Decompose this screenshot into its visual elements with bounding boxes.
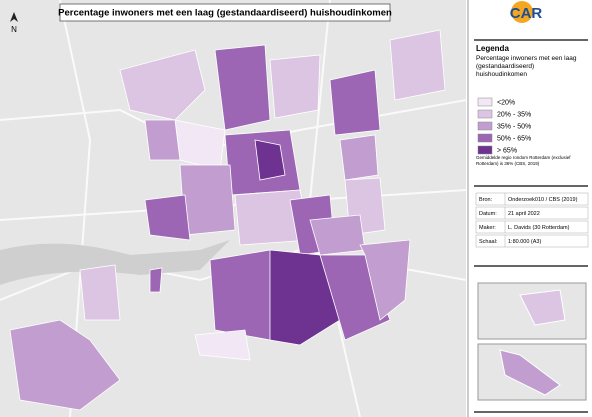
legend-label: 50% - 65% (497, 135, 531, 142)
legend-note: Gemiddelde regio rondom Rotterdam (exclu… (476, 155, 571, 166)
legend-subtitle-box: Percentage inwoners met een laag (gestan… (476, 55, 577, 78)
legend: <20% 20% - 35% 35% - 50% 50% - 65% > 65% (477, 97, 531, 155)
legend-swatch (477, 109, 493, 119)
info-value: L. Davids (30 Rotterdam) (508, 225, 570, 231)
legend-swatch (477, 121, 493, 131)
info-key: Datum: (479, 211, 497, 217)
legend-swatch (477, 133, 493, 143)
info-value: 1:80.000 (A3) (508, 239, 541, 245)
logo-mark (511, 1, 533, 23)
legend-swatch (477, 97, 493, 107)
legend-heading: Legenda (476, 44, 509, 53)
info-row (475, 206, 589, 220)
north-label: N (11, 25, 17, 34)
title-box (59, 3, 391, 22)
legend-label: 20% - 35% (497, 111, 531, 118)
legend-label: > 65% (497, 147, 517, 154)
info-table: Bron: Onderzoek010 / CBS (2019) Datum: 21 a… (475, 192, 589, 248)
north-arrow (10, 12, 18, 22)
info-value: 21 april 2022 (508, 211, 540, 217)
inset-shape (519, 289, 566, 326)
info-value: Onderzoek010 / CBS (2019) (508, 197, 578, 203)
inset-shape (499, 349, 561, 396)
legend-subtitle: Percentage inwoners met een laag (gestan… (476, 55, 577, 78)
info-row (475, 234, 589, 248)
info-key: Schaal: (479, 239, 498, 245)
note-box: Gemiddelde regio rondom Rotterdam (exclu… (476, 155, 571, 166)
river (0, 240, 230, 285)
legend-label: 35% - 50% (497, 123, 531, 130)
logo: CAR (510, 5, 543, 22)
info-key: Maker: (479, 225, 496, 231)
info-row (475, 192, 589, 206)
neighbourhoods (9, 29, 446, 411)
info-row (475, 220, 589, 234)
legend-label: <20% (497, 99, 515, 106)
legend-swatch (477, 145, 493, 155)
map-title: Percentage inwoners met een laag (gestan… (58, 8, 392, 19)
info-key: Bron: (479, 197, 493, 203)
